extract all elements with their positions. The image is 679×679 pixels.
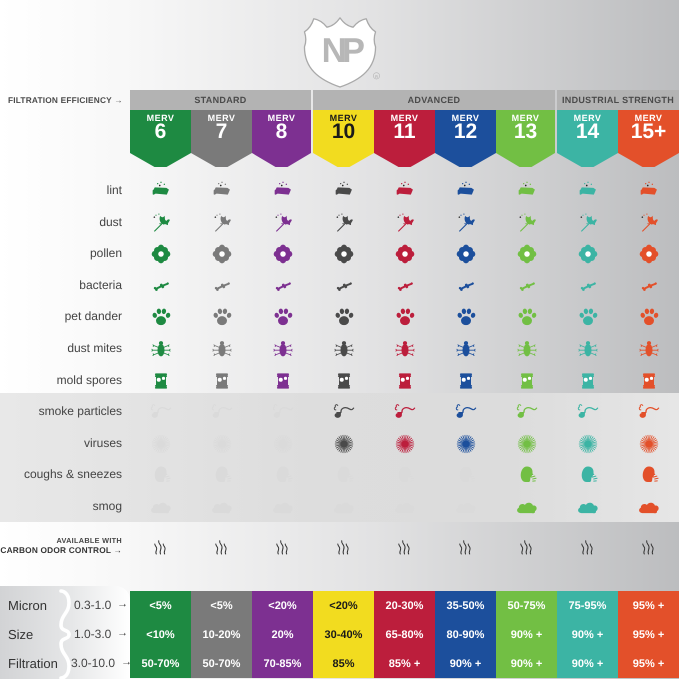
svg-text:NP: NP (322, 31, 365, 69)
svg-text:R: R (375, 74, 378, 79)
